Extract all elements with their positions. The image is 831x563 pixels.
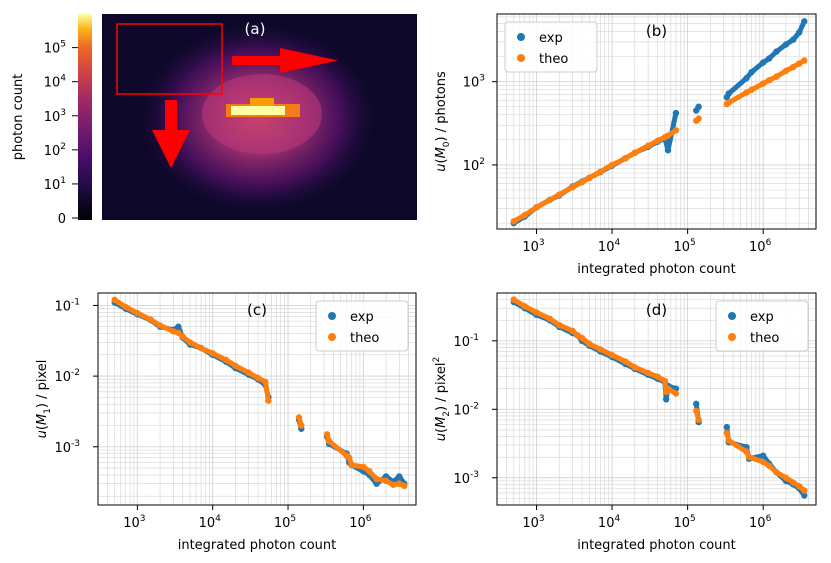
y-axis-label: u(M2) / pixel2 — [432, 357, 452, 442]
data-points — [510, 18, 808, 227]
point-band-theo — [665, 127, 679, 139]
point-band-theo — [726, 90, 749, 106]
point-band-theo — [796, 483, 807, 494]
x-tick-label: 104 — [598, 514, 621, 531]
colorbar-tick-label: 0 — [58, 212, 66, 227]
data-points — [510, 296, 808, 499]
legend-label-theo: theo — [539, 52, 568, 67]
panel-b: 103 104 105 106 102 103 integrated photon coun… — [434, 13, 817, 277]
colorbar-tick-label: 104 — [44, 74, 67, 91]
y-tick-label: 10-3 — [54, 439, 80, 456]
point-band-exp — [693, 104, 702, 114]
point-band-theo — [632, 143, 651, 156]
legend-label-theo: theo — [350, 331, 379, 346]
point-band-exp — [748, 59, 766, 75]
legend-label-exp: exp — [350, 310, 374, 325]
arrow-down — [152, 100, 190, 168]
panel-label-a: (a) — [245, 20, 266, 38]
x-tick-label: 103 — [522, 238, 544, 255]
legend-marker-exp — [517, 33, 525, 41]
legend-marker-theo — [728, 333, 736, 341]
colorbar-tick-label: 105 — [44, 40, 66, 57]
point-band-theo — [296, 414, 304, 429]
panel-d: 103 104 105 106 10-3 10-2 10-1 integrated photo… — [432, 292, 817, 553]
colorbar-ticks: 0 101 102 103 104 105 — [44, 40, 78, 227]
axes-frame — [496, 292, 817, 506]
legend: exp theo — [315, 300, 409, 352]
legend-label-exp: exp — [539, 31, 563, 46]
legend-marker-exp — [728, 312, 736, 320]
point-band-exp — [796, 18, 807, 35]
point-band-theo — [534, 197, 553, 210]
y-tick-label: 10-1 — [54, 297, 80, 314]
y-tick-label: 10-2 — [54, 368, 80, 385]
point-band-exp — [396, 473, 407, 487]
x-tick-label: 105 — [673, 514, 695, 531]
axes-frame — [496, 13, 817, 230]
panel-a: 0 101 102 103 104 105 photon count (a) — [11, 14, 417, 227]
point-band-theo — [396, 481, 407, 489]
x-tick-label: 105 — [274, 514, 296, 531]
legend-marker-exp — [328, 312, 336, 320]
point-band-theo — [796, 57, 807, 67]
x-axis-label: integrated photon count — [577, 262, 736, 277]
panel-label-b: (b) — [646, 22, 667, 40]
x-tick-label: 106 — [749, 238, 772, 255]
legend-label-exp: exp — [750, 310, 774, 325]
y-tick-label: 10-2 — [453, 401, 479, 418]
panel-label-d: (d) — [646, 301, 667, 319]
point-band-theo — [326, 438, 350, 459]
x-tick-label: 105 — [673, 238, 695, 255]
legend-marker-theo — [517, 54, 525, 62]
point-band-theo — [556, 184, 576, 198]
colorbar — [78, 14, 92, 220]
x-axis-label: integrated photon count — [178, 538, 337, 553]
point-band-exp — [726, 75, 749, 97]
y-tick-label: 102 — [463, 157, 485, 174]
colorbar-tick-label: 102 — [44, 142, 66, 159]
legend-label-theo: theo — [750, 331, 779, 346]
y-tick-label: 103 — [463, 74, 485, 91]
point-band-theo — [726, 438, 749, 455]
legend-box — [504, 21, 598, 73]
y-tick-label: 10-1 — [453, 333, 479, 350]
x-tick-label: 104 — [199, 514, 222, 531]
legend-box — [715, 300, 809, 352]
legend: exp theo — [715, 300, 809, 352]
axes-frame — [97, 292, 417, 506]
data-points — [111, 296, 408, 490]
x-tick-label: 104 — [598, 238, 621, 255]
x-tick-label: 103 — [522, 514, 544, 531]
point-band-theo — [693, 116, 702, 124]
x-tick-label: 106 — [349, 514, 372, 531]
background-region-rect — [116, 23, 223, 95]
point-band-theo — [693, 408, 702, 423]
panel-c: 103 104 105 106 10-3 10-2 10-1 integrated photo… — [35, 292, 417, 553]
colorbar-label: photon count — [11, 74, 26, 161]
legend-box — [315, 300, 409, 352]
point-band-theo — [665, 386, 679, 397]
legend: exp theo — [504, 21, 598, 73]
x-tick-label: 103 — [123, 514, 145, 531]
colorbar-tick-label: 101 — [44, 176, 66, 193]
heatmap-image — [102, 14, 417, 220]
point-band-theo — [262, 379, 271, 404]
colorbar-tick-label: 103 — [44, 108, 66, 125]
legend-marker-theo — [328, 333, 336, 341]
y-tick-label: 10-3 — [453, 470, 479, 487]
x-axis-label: integrated photon count — [577, 538, 736, 553]
arrow-right — [232, 48, 338, 73]
y-axis-label: u(M0) / photons — [434, 71, 452, 172]
x-tick-label: 106 — [749, 514, 772, 531]
y-axis-label: u(M1) / pixel — [35, 360, 53, 439]
panel-label-c: (c) — [247, 301, 267, 319]
